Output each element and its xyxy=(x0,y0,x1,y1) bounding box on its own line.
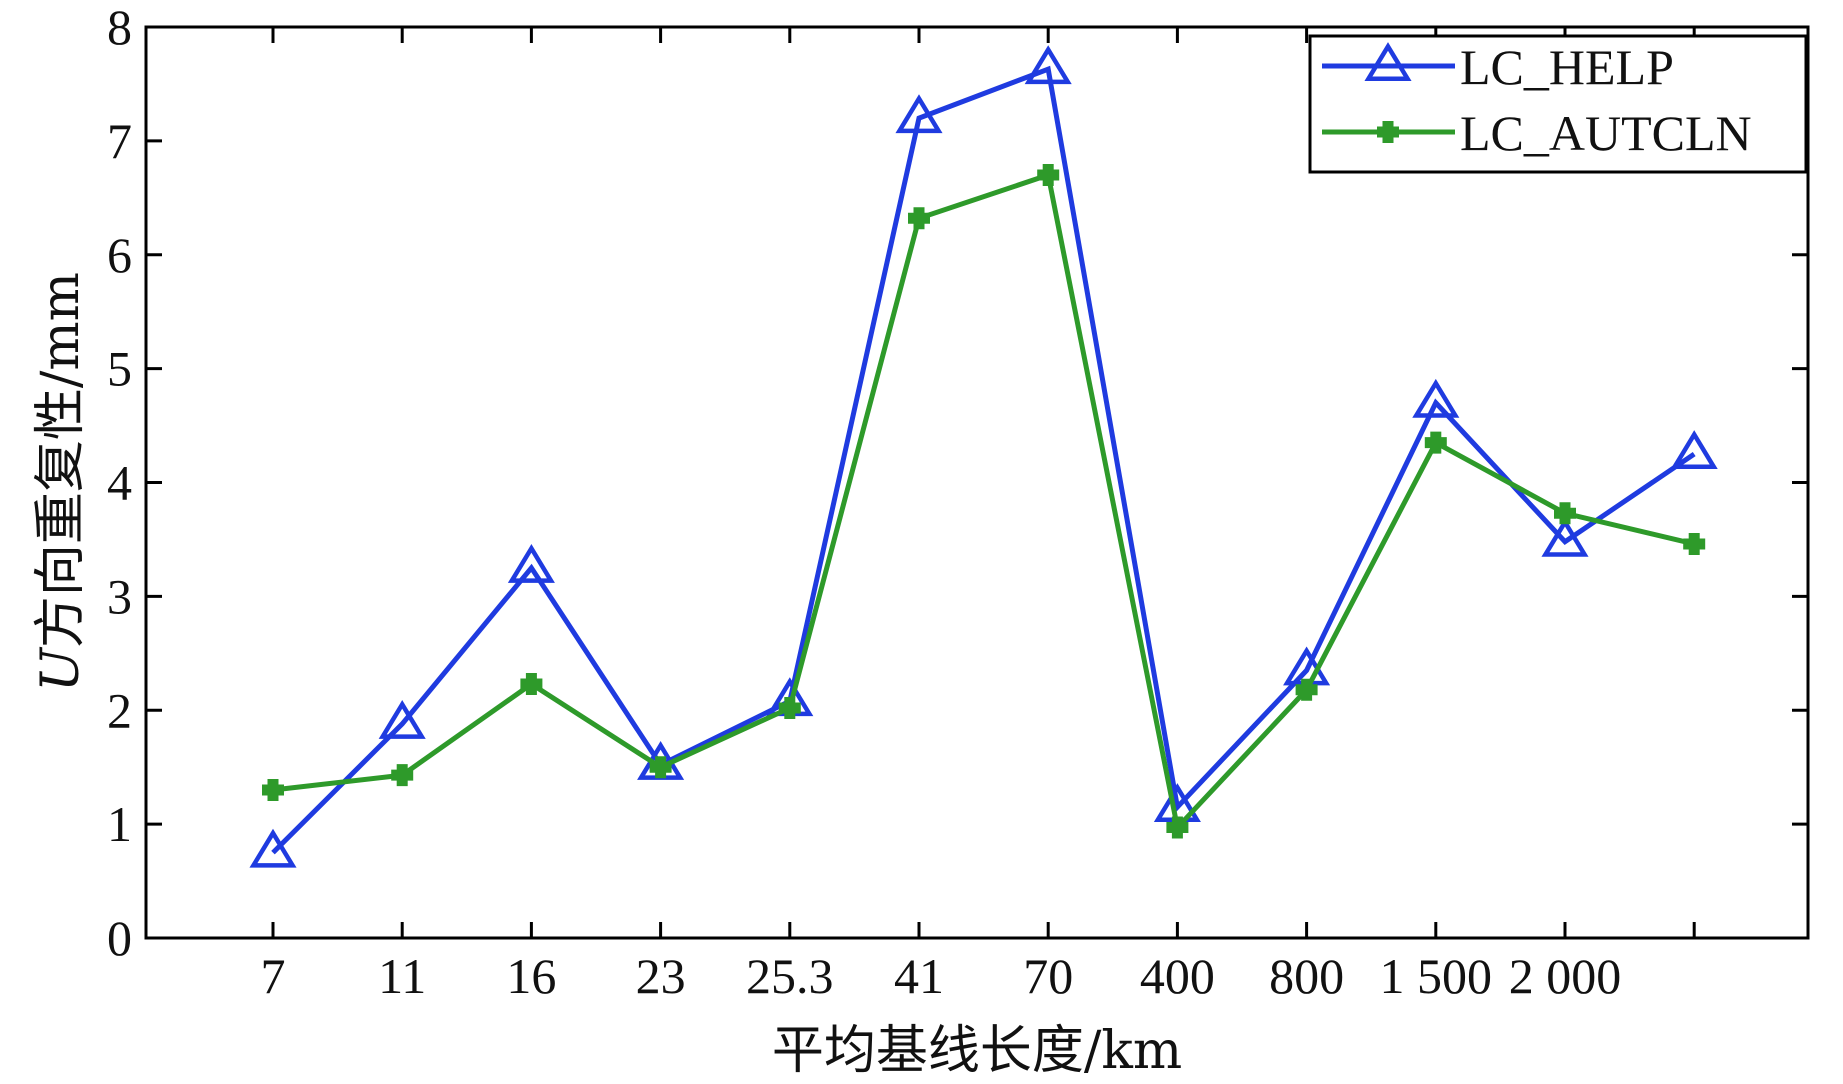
y-axis-title-rest: 方向重复性/mm xyxy=(31,272,91,648)
y-tick-label: 1 xyxy=(107,796,132,852)
x-axis: 7 11 16 23 25.3 41 70 400 800 1 500 2 000 xyxy=(261,27,1696,1004)
x-tick-label: 23 xyxy=(636,948,686,1004)
x-tick-label: 1 500 xyxy=(1380,948,1493,1004)
x-tick-label: 25.3 xyxy=(746,948,834,1004)
point-marker xyxy=(1683,532,1706,555)
point-marker xyxy=(262,778,284,801)
point-marker xyxy=(1541,517,1589,557)
point-marker xyxy=(908,207,930,230)
point-marker xyxy=(1037,164,1060,187)
y-tick-label: 5 xyxy=(107,341,132,397)
y-tick-label: 8 xyxy=(107,0,132,55)
series-line xyxy=(271,65,1696,855)
point-marker xyxy=(249,828,297,868)
point-marker xyxy=(1424,431,1447,454)
y-tick-label: 6 xyxy=(107,227,132,283)
x-tick-label: 800 xyxy=(1269,948,1344,1004)
point-marker xyxy=(1166,816,1189,839)
y-tick-label: 7 xyxy=(107,113,132,169)
y-axis-title-italic: U xyxy=(31,646,91,692)
series-layer xyxy=(249,45,1718,868)
legend-label: LC_HELP xyxy=(1460,39,1674,95)
legend-label: LC_AUTCLN xyxy=(1460,105,1752,161)
x-tick-label: 41 xyxy=(894,948,944,1004)
y-axis: 0 1 2 3 4 5 6 7 8 xyxy=(107,0,1808,966)
x-tick-label: 7 xyxy=(261,948,286,1004)
y-tick-label: 2 xyxy=(107,682,132,738)
point-marker xyxy=(378,700,426,739)
point-marker xyxy=(391,764,414,787)
point-marker xyxy=(1364,42,1412,81)
point-marker xyxy=(895,94,943,134)
y-tick-label: 3 xyxy=(107,568,132,624)
point-marker xyxy=(1554,502,1576,525)
x-tick-label: 11 xyxy=(378,948,426,1004)
point-marker xyxy=(1024,45,1072,85)
x-tick-label: 16 xyxy=(506,948,556,1004)
legend-box xyxy=(1308,34,1808,174)
point-marker xyxy=(1377,121,1399,143)
x-tick-label: 70 xyxy=(1023,948,1073,1004)
x-tick-label: 2 000 xyxy=(1509,948,1622,1004)
y-tick-label: 0 xyxy=(107,910,132,966)
x-axis-title: 平均基线长度/km xyxy=(772,1021,1182,1081)
legend: LC_HELP LC_AUTCLN xyxy=(1308,34,1808,174)
point-marker xyxy=(1670,430,1718,470)
y-axis-title: U方向重复性/mm xyxy=(31,272,91,692)
point-marker xyxy=(1295,678,1318,701)
x-tick-label: 400 xyxy=(1140,948,1215,1004)
legend-entry: LC_HELP xyxy=(1322,39,1674,95)
legend-entry: LC_AUTCLN xyxy=(1322,105,1752,161)
legend-entries: LC_HELP LC_AUTCLN xyxy=(1322,39,1752,161)
point-marker xyxy=(649,756,672,779)
series-line xyxy=(272,171,1695,833)
y-tick-label: 4 xyxy=(107,455,132,511)
plot-area xyxy=(144,25,1810,940)
point-marker xyxy=(1412,378,1460,418)
point-marker xyxy=(507,544,555,583)
point-marker xyxy=(520,673,543,696)
series-LC_AUTCLN xyxy=(262,164,1706,839)
point-marker xyxy=(778,696,801,719)
